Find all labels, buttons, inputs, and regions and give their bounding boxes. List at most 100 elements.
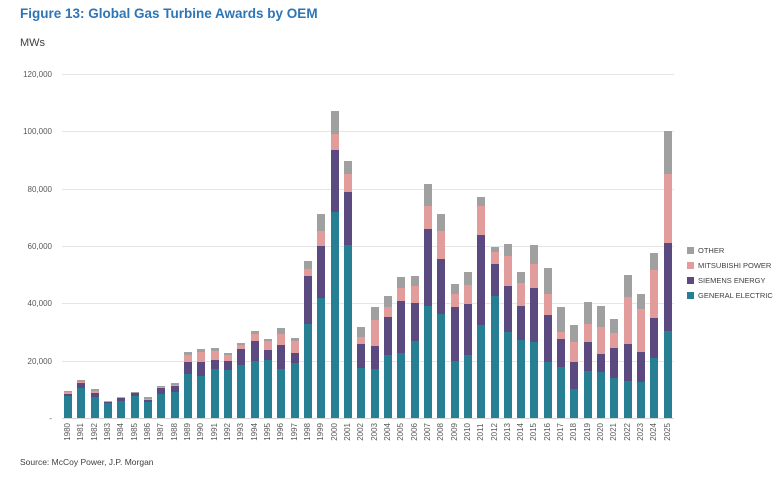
bar-segment (517, 282, 526, 306)
bar-segment (330, 111, 339, 134)
bar-segment (317, 230, 326, 246)
bar-1996 (277, 328, 286, 418)
x-tick-label-2005: 2005 (396, 423, 406, 441)
bar-2019 (583, 302, 592, 418)
legend-label: GENERAL ELECTRIC (698, 291, 773, 300)
bar-segment (103, 400, 112, 402)
bar-2015 (530, 245, 539, 418)
bar-segment (463, 285, 472, 305)
bar-segment (290, 363, 299, 418)
bar-segment (237, 344, 246, 349)
x-tick-label-1990: 1990 (196, 423, 206, 441)
bar-segment (157, 388, 166, 394)
bar-2013 (503, 244, 512, 418)
y-tick-label: 40,000 (27, 299, 52, 309)
bar-segment (263, 338, 272, 342)
x-tick-label-1989: 1989 (182, 423, 192, 441)
bar-1991 (210, 348, 219, 418)
bar-segment (437, 259, 446, 315)
figure-title: Figure 13: Global Gas Turbine Awards by … (20, 6, 318, 21)
x-tick-label-2008: 2008 (436, 423, 446, 441)
bar-segment (90, 393, 99, 398)
bar-segment (237, 348, 246, 365)
bar-segment (370, 307, 379, 320)
bar-segment (503, 331, 512, 418)
x-tick-label-1984: 1984 (116, 423, 126, 441)
bar-segment (330, 149, 339, 213)
bar-segment (583, 323, 592, 343)
bar-segment (650, 252, 659, 270)
bar-segment (570, 362, 579, 390)
bar-segment (237, 342, 246, 345)
bar-segment (183, 352, 192, 356)
bar-segment (170, 385, 179, 393)
x-tick-label-1988: 1988 (169, 423, 179, 441)
bar-segment (437, 314, 446, 418)
legend-item-siemens-energy: SIEMENS ENERGY (687, 276, 773, 285)
bar-segment (64, 390, 72, 392)
x-tick-label-1992: 1992 (222, 423, 232, 441)
bar-segment (557, 338, 566, 368)
bar-segment (343, 174, 352, 192)
bar-segment (370, 346, 379, 369)
bar-segment (663, 330, 672, 418)
bar-segment (357, 343, 366, 368)
bar-segment (370, 368, 379, 418)
bar-segment (263, 341, 272, 350)
bar-segment (263, 359, 272, 418)
x-tick-label-1994: 1994 (249, 423, 259, 441)
bar-2023 (637, 293, 646, 418)
bar-segment (343, 191, 352, 245)
bar-2016 (543, 268, 552, 418)
bar-segment (623, 274, 632, 298)
bar-segment (503, 244, 512, 256)
x-tick-label-2020: 2020 (596, 423, 606, 441)
bar-segment (357, 367, 366, 418)
bar-1981 (77, 380, 86, 418)
x-tick-label-2012: 2012 (489, 423, 499, 441)
bar-segment (143, 401, 152, 418)
bar-1997 (290, 338, 299, 418)
x-axis-tick-labels: 1980 1981 1982 1983 1984 1985 1986 1987 1988 1989… (63, 423, 672, 441)
bar-segment (637, 382, 646, 418)
bar-segment (170, 392, 179, 418)
gridline-100000 (62, 131, 674, 133)
bar-segment (77, 388, 86, 418)
bar-segment (170, 383, 179, 385)
bar-segment (397, 352, 406, 418)
bar-segment (343, 160, 352, 175)
bar-2024 (650, 252, 659, 418)
bar-segment (130, 395, 139, 418)
bar-segment (637, 293, 646, 310)
x-tick-label-2017: 2017 (556, 423, 566, 441)
bar-segment (597, 354, 606, 373)
bar-segment (357, 336, 366, 344)
bar-segment (250, 330, 259, 334)
bar-segment (103, 403, 112, 418)
legend-item-general-electric: GENERAL ELECTRIC (687, 291, 773, 300)
x-tick-label-1985: 1985 (129, 423, 139, 441)
bar-2001 (343, 160, 352, 418)
x-tick-label-2024: 2024 (649, 423, 659, 441)
bar-segment (583, 342, 592, 371)
source-attribution: Source: McCoy Power, J.P. Morgan (20, 457, 154, 467)
y-tick-label: 60,000 (27, 242, 52, 251)
bar-segment (637, 309, 646, 353)
bar-2022 (623, 274, 632, 418)
bar-1987 (157, 385, 166, 418)
bar-segment (397, 287, 406, 302)
x-tick-label-1991: 1991 (209, 423, 219, 441)
x-tick-label-2011: 2011 (476, 423, 486, 441)
bar-2012 (490, 247, 499, 418)
bar-segment (197, 348, 206, 353)
bar-segment (210, 351, 219, 361)
bar-segment (517, 305, 526, 340)
bar-2025 (663, 130, 672, 418)
bar-segment (477, 197, 486, 206)
bar-segment (383, 307, 392, 317)
bar-segment (303, 268, 312, 276)
legend-label: MITSUBISHI POWER (698, 261, 772, 270)
bar-segment (623, 297, 632, 345)
bar-segment (530, 245, 539, 265)
bar-1982 (90, 389, 99, 418)
